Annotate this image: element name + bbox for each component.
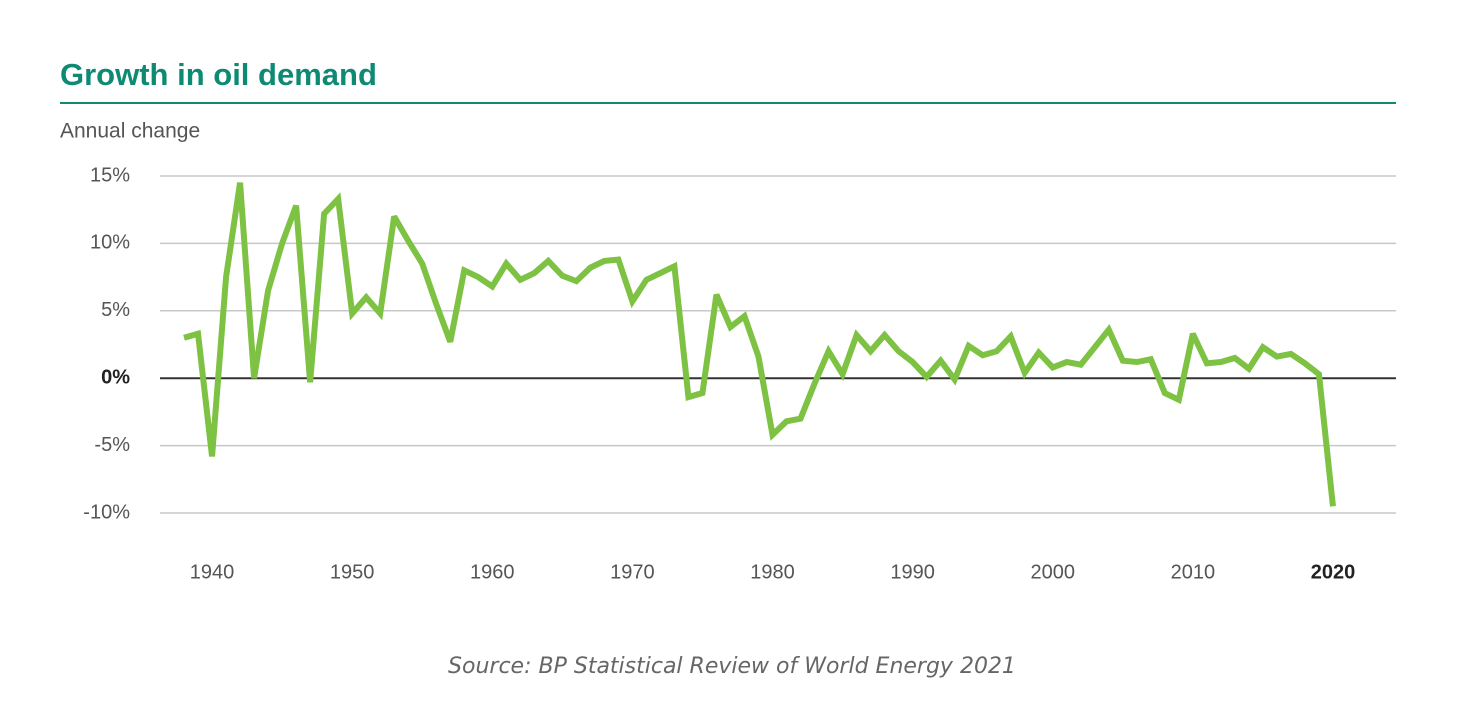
x-tick-label: 1970 — [610, 561, 655, 583]
x-tick-label: 1990 — [890, 561, 935, 583]
x-tick-label: 1950 — [330, 561, 375, 583]
y-tick-label: 10% — [90, 232, 130, 254]
x-tick-label: 2010 — [1171, 561, 1216, 583]
x-tick-label: 1960 — [470, 561, 515, 583]
x-tick-label: 1940 — [190, 561, 235, 583]
y-axis-label: Annual change — [60, 120, 200, 143]
data-line — [183, 182, 1336, 507]
y-tick-label: -5% — [94, 434, 130, 456]
x-tick-label: 2020 — [1311, 561, 1356, 583]
y-tick-label: -10% — [83, 501, 130, 523]
x-tick-label: 2000 — [1030, 561, 1075, 583]
y-tick-label: 0% — [101, 366, 130, 388]
chart-title: Growth in oil demand — [60, 57, 377, 92]
y-tick-label: 5% — [101, 299, 130, 321]
x-tick-label: 1980 — [750, 561, 795, 583]
y-tick-label: 15% — [90, 164, 130, 186]
source-note: Source: BP Statistical Review of World E… — [448, 654, 1016, 679]
